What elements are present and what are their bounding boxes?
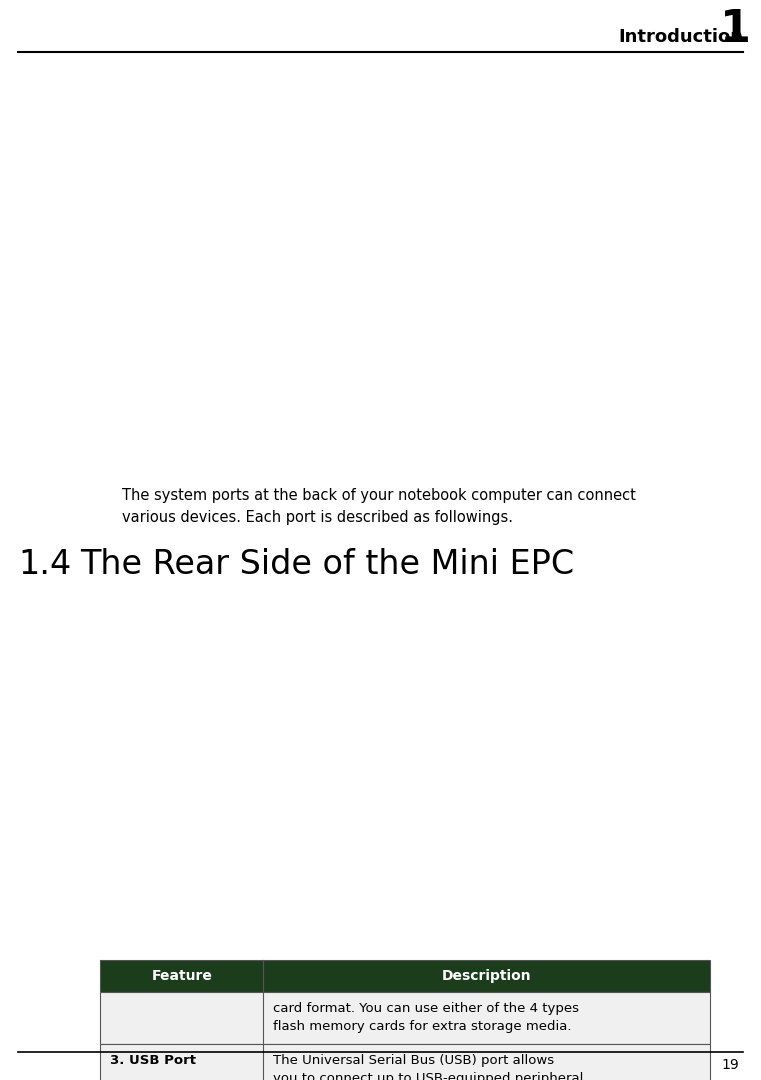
Text: Feature: Feature	[151, 969, 212, 983]
Text: 19: 19	[721, 1058, 739, 1072]
Text: The Universal Serial Bus (USB) port allows
you to connect up to USB-equipped per: The Universal Serial Bus (USB) port allo…	[273, 1054, 584, 1080]
Bar	[100, 993, 710, 1044]
Text: Description: Description	[442, 969, 531, 983]
Text: 1.4: 1.4	[18, 548, 72, 581]
Bar	[100, 1044, 710, 1080]
Text: The Rear Side of the Mini EPC: The Rear Side of the Mini EPC	[80, 548, 574, 581]
Bar	[100, 1044, 710, 1080]
Text: Introduction: Introduction	[618, 28, 743, 46]
Bar	[100, 960, 710, 993]
Text: card format. You can use either of the 4 types
flash memory cards for extra stor: card format. You can use either of the 4…	[273, 1002, 579, 1032]
Text: The system ports at the back of your notebook computer can connect
various devic: The system ports at the back of your not…	[122, 488, 636, 525]
Text: 3. USB Port: 3. USB Port	[110, 1054, 196, 1067]
Text: 1: 1	[720, 8, 751, 51]
Bar	[100, 993, 710, 1044]
Bar	[100, 960, 710, 993]
